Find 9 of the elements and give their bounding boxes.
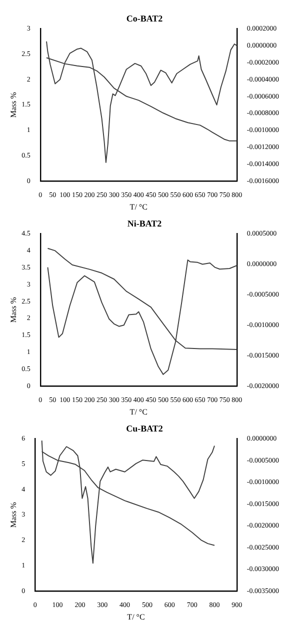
x-axis-title: T/ °C xyxy=(127,612,145,622)
y-axis-title: Mass % xyxy=(8,502,18,528)
chart-title: Co-BAT2 xyxy=(126,14,164,24)
x-axis-title: T/ °C xyxy=(130,407,148,416)
x-axis-title: T/ °C xyxy=(130,202,148,212)
y-axis-title: Mass % xyxy=(8,296,18,323)
y-axis-title: Mass % xyxy=(8,92,18,118)
chart-title: Cu-BAT2 xyxy=(126,424,164,434)
chart-title: Ni-BAT2 xyxy=(127,218,162,229)
